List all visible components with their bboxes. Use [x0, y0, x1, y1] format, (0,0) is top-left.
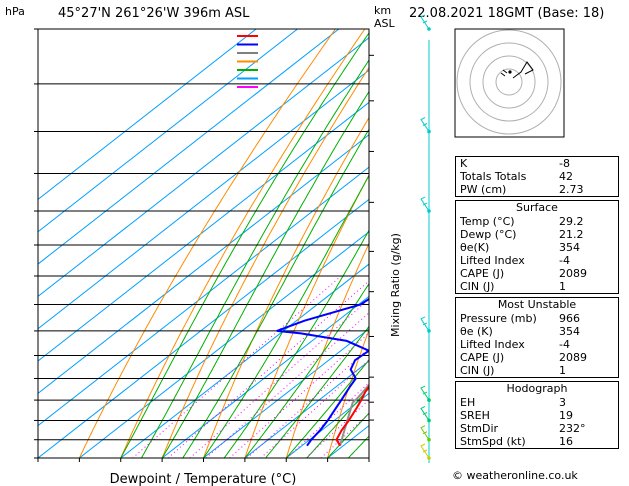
index-row-k: K -8 — [460, 157, 570, 170]
mixing-ratio-line — [205, 312, 369, 458]
station-location: 45°27'N 261°26'W 396m ASL — [58, 6, 250, 21]
background-lines — [38, 29, 629, 458]
mu-row: θe (K) 354 — [460, 325, 580, 338]
mixing-ratio-line — [260, 359, 369, 458]
hodo-row: StmSpd (kt) 16 — [460, 435, 573, 448]
dry-adiabat-line — [617, 29, 629, 458]
sounding-traces — [276, 297, 369, 447]
wet-adiabat-line — [306, 387, 369, 458]
mu-row: CIN (J) 1 — [460, 364, 566, 377]
hodograph-ring — [482, 55, 536, 109]
hodo-row: EH 3 — [460, 396, 566, 409]
hodo-row: SREH 19 — [460, 409, 573, 422]
mu-row: Pressure (mb) 966 — [460, 312, 580, 325]
dry-adiabat-line — [120, 29, 366, 458]
isotherm-line — [120, 263, 369, 458]
index-row-pw: PW (cm) 2.73 — [460, 183, 584, 196]
isotherm-line — [203, 328, 369, 458]
hodograph-title: Hodograph — [506, 382, 568, 395]
most-unstable-title: Most Unstable — [497, 298, 577, 311]
mu-row: Lifted Index -4 — [460, 338, 570, 351]
storm-motion-dot — [508, 70, 512, 74]
indices-table: K -8 Totals Totals 42 PW (cm) 2.73 Surface … — [455, 156, 619, 449]
dry-adiabat-line — [78, 29, 336, 458]
wind-barb-icon — [420, 316, 430, 332]
isotherm-line — [38, 37, 369, 298]
mixing-ratio-axis-title: Mixing Ratio (g/kg) — [389, 233, 402, 337]
isotherm-line — [38, 29, 257, 201]
temperature-line — [335, 384, 369, 447]
mixing-ratio-line — [229, 332, 369, 458]
isotherm-line — [38, 29, 340, 265]
pressure-unit-label: hPa — [5, 5, 25, 18]
hodograph-ring — [456, 29, 562, 135]
credit-link[interactable]: © weatheronline.co.uk — [452, 469, 578, 482]
general-indices-box: K -8 Totals Totals 42 PW (cm) 2.73 — [455, 156, 619, 197]
mu-row: CAPE (J) 2089 — [460, 351, 587, 364]
wet-adiabat-line — [285, 359, 369, 458]
surface-row: Dewp (°C) 21.2 — [460, 228, 584, 241]
dry-adiabat-line — [327, 328, 369, 458]
mixing-ratio-line — [189, 298, 369, 458]
isotherm-line — [79, 231, 369, 458]
hodograph-ring — [469, 42, 549, 122]
wind-barb-icon — [420, 443, 430, 459]
surface-row: CAPE (J) 2089 — [460, 267, 587, 280]
axes — [34, 28, 374, 462]
hodograph-indices-box: Hodograph EH 3 SREH 19 StmDir 232° StmSpd (… — [455, 381, 619, 449]
hodograph-trace — [512, 61, 534, 79]
isotherm-line — [38, 69, 369, 330]
wind-barb-icon — [420, 117, 430, 132]
hodograph-ring — [495, 68, 523, 96]
dewpoint-line — [276, 297, 369, 447]
surface-row: CIN (J) 1 — [460, 280, 566, 293]
surface-title: Surface — [516, 201, 558, 214]
wind-barb-icon — [420, 14, 430, 30]
surface-row: θe(K) 354 — [460, 241, 580, 254]
mixing-ratio-line — [305, 399, 369, 458]
height-unit-asl: ASL — [374, 17, 395, 30]
wind-barb-icon — [420, 385, 430, 401]
wind-barbs — [420, 14, 431, 463]
wet-adiabat-line — [265, 325, 369, 458]
dry-adiabat-line — [244, 174, 369, 458]
legend — [237, 35, 258, 88]
x-axis-title: Dewpoint / Temperature (°C) — [110, 472, 297, 486]
isotherm-line — [38, 198, 369, 458]
mixing-ratio-line — [286, 382, 369, 458]
hodograph — [454, 28, 565, 138]
surface-row: Temp (°C) 29.2 — [460, 215, 584, 228]
index-row-totals: Totals Totals 42 — [460, 170, 573, 183]
hodo-row: StmDir 232° — [460, 422, 586, 435]
isotherm-line — [38, 29, 298, 233]
valid-time: 22.08.2021 18GMT (Base: 18) — [409, 6, 605, 21]
mixing-ratio-line — [246, 347, 369, 458]
hodograph-marker-icon — [500, 69, 508, 77]
wind-barb-icon — [420, 406, 430, 421]
surface-row: Lifted Index -4 — [460, 254, 570, 267]
isotherm-line — [161, 295, 369, 458]
wind-barb-icon — [420, 196, 430, 212]
isotherm-line — [38, 101, 369, 362]
isotherm-line — [244, 360, 369, 458]
wind-barb-icon — [420, 425, 430, 441]
dry-adiabat-line — [285, 242, 369, 458]
most-unstable-box: Most Unstable Pressure (mb) 966 θe (K) 354… — [455, 297, 619, 378]
height-unit-km: km — [374, 4, 392, 17]
parcel-trajectory-line — [339, 383, 369, 446]
isotherm-line — [38, 166, 369, 427]
mixing-ratio-line — [320, 412, 369, 458]
surface-box: Surface Temp (°C) 29.2 Dewp (°C) 21.2 θe(K… — [455, 200, 619, 294]
